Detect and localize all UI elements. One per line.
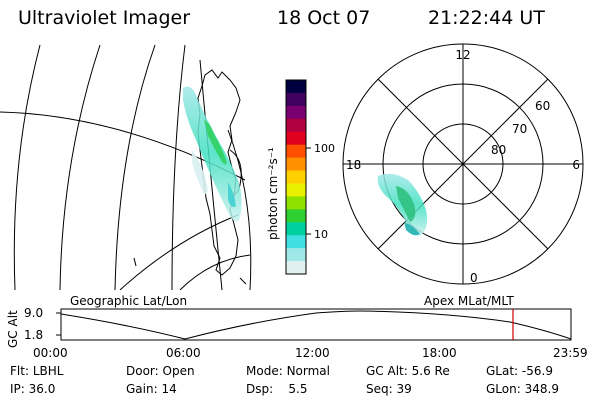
colorbar-segment	[286, 196, 306, 210]
date-label: 18 Oct 07	[277, 7, 371, 29]
colorbar-segment	[286, 170, 306, 185]
colorbar-segment	[286, 118, 306, 133]
status-ip-value: 36.0	[28, 382, 56, 396]
altitude-curve	[60, 310, 572, 340]
aurora-emission-polar	[377, 173, 428, 236]
status-glat-label: GLat:	[486, 364, 519, 378]
status-gcalt: GC Alt: 5.6 Re	[366, 365, 450, 377]
status-filter-label: Flt:	[10, 364, 29, 378]
alt-tick-label-bottom: 1.8	[24, 328, 43, 342]
altitude-plot	[56, 308, 572, 341]
geographic-caption: Geographic Lat/Lon	[70, 294, 187, 308]
colorbar-segment	[286, 222, 306, 236]
status-door: Door: Open	[126, 365, 195, 377]
colorbar-segment	[286, 248, 306, 262]
latitude-line	[119, 214, 239, 290]
status-dsp-value: 5.5	[288, 382, 308, 396]
status-gcalt-value: 5.6 Re	[411, 364, 450, 378]
status-ip: IP: 36.0	[10, 383, 55, 395]
colorbar-tick-label: 10	[314, 228, 328, 241]
status-gcalt-label: GC Alt:	[366, 364, 408, 378]
alt-axis-label: GC Alt	[6, 310, 20, 348]
x-tick-label: 00:00	[33, 346, 68, 360]
x-tick-label: 06:00	[166, 346, 201, 360]
polar-label-12: 12	[455, 48, 470, 62]
status-filter: Flt: LBHL	[10, 365, 63, 377]
status-door-label: Door:	[126, 364, 159, 378]
polar-label-18: 18	[346, 158, 361, 172]
alt-tick-label-top: 9.0	[24, 306, 43, 320]
time-label: 21:22:44 UT	[428, 7, 545, 29]
colorbar-unit-label: photon cm⁻²s⁻¹	[266, 147, 280, 240]
status-filter-value: LBHL	[32, 364, 64, 378]
colorbar-frame	[285, 79, 307, 275]
colorbar-segment	[286, 92, 306, 107]
aurora-emission-geographic	[183, 86, 242, 222]
longitude-line	[227, 129, 252, 290]
polar-map	[342, 43, 584, 285]
status-seq: Seq: 39	[366, 383, 412, 395]
instrument-title: Ultraviolet Imager	[18, 7, 191, 29]
latitude-line	[179, 254, 251, 290]
colorbar-segment	[286, 157, 306, 172]
coastline	[197, 69, 241, 276]
colorbar-segment	[286, 209, 306, 223]
longitude-line	[59, 44, 101, 290]
status-seq-value: 39	[396, 382, 412, 396]
status-glon: GLon: 348.9	[486, 383, 559, 395]
colorbar-segment	[286, 144, 306, 159]
status-mode-label: Mode:	[246, 364, 283, 378]
status-glat-value: -56.9	[521, 364, 553, 378]
status-gain: Gain: 14	[126, 383, 177, 395]
polar-caption: Apex MLat/MLT	[424, 294, 514, 308]
colorbar-segment	[286, 80, 306, 94]
status-seq-label: Seq:	[366, 382, 393, 396]
coastline	[133, 257, 137, 267]
colorbar	[286, 80, 306, 275]
polar-lat-label-70: 70	[512, 122, 527, 136]
colorbar-segment	[286, 183, 306, 197]
status-gain-label: Gain:	[126, 382, 158, 396]
altitude-plot-frame	[60, 308, 572, 341]
status-mode-value: Normal	[286, 364, 330, 378]
longitude-line	[114, 44, 156, 290]
longitude-line	[171, 44, 186, 290]
status-glon-value: 348.9	[524, 382, 559, 396]
status-dsp-label: Dsp:	[246, 382, 274, 396]
coastline	[239, 277, 247, 285]
status-gain-value: 14	[161, 382, 177, 396]
status-mode: Mode: Normal	[246, 365, 330, 377]
polar-label-6: 6	[572, 158, 580, 172]
x-tick-label: 23:59	[553, 346, 588, 360]
colorbar-segment	[286, 261, 306, 275]
longitude-line	[13, 44, 41, 290]
status-door-value: Open	[162, 364, 195, 378]
status-dsp: Dsp: 5.5	[246, 383, 308, 395]
polar-label-0: 0	[470, 271, 478, 285]
colorbar-segment	[286, 131, 306, 146]
polar-lat-label-60: 60	[535, 99, 550, 113]
x-tick-label: 18:00	[422, 346, 457, 360]
geographic-map	[0, 44, 252, 290]
x-tick-label: 12:00	[295, 346, 330, 360]
status-glat: GLat: -56.9	[486, 365, 553, 377]
status-glon-label: GLon:	[486, 382, 521, 396]
colorbar-segment	[286, 235, 306, 249]
colorbar-tick-label: 100	[314, 142, 335, 155]
status-ip-label: IP:	[10, 382, 25, 396]
colorbar-segment	[286, 105, 306, 120]
polar-lat-label-80: 80	[491, 143, 506, 157]
